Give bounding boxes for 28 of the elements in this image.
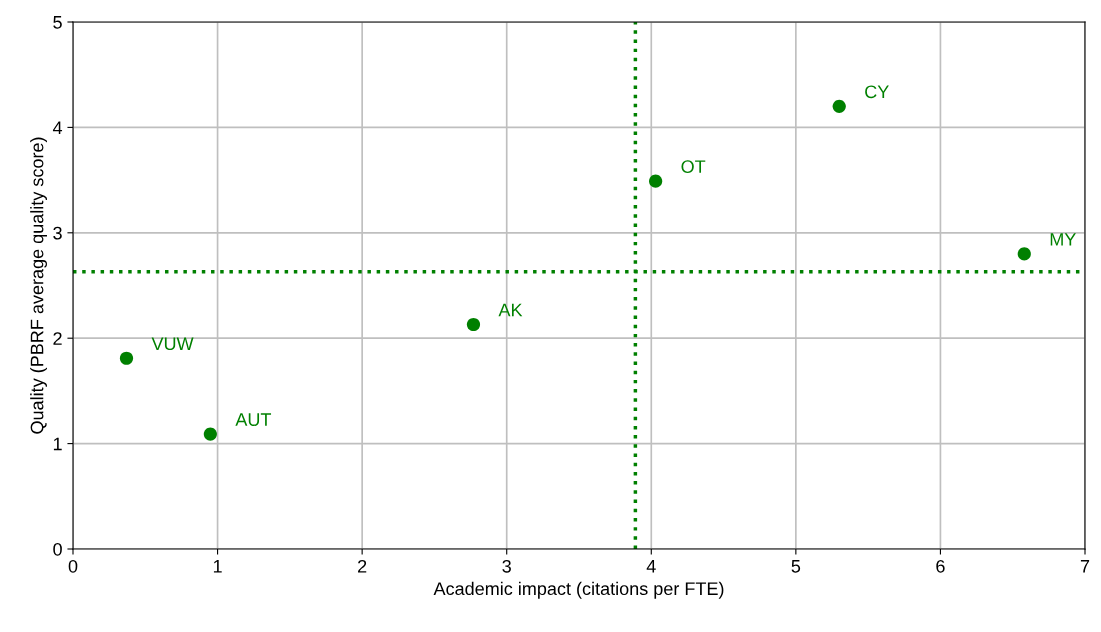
- x-tick-label: 5: [791, 560, 801, 573]
- y-tick-label: 0: [53, 542, 62, 556]
- point: [119, 351, 134, 365]
- x-tick-label: 7: [1080, 560, 1090, 573]
- point: [832, 99, 846, 113]
- x-tick-label: 1: [213, 560, 222, 573]
- x-tick-label: 6: [936, 559, 945, 573]
- point: [466, 317, 481, 332]
- x-tick-label: 4: [646, 560, 656, 573]
- y-tick-label: 4: [52, 121, 63, 134]
- y-tick-label: 2: [53, 332, 62, 345]
- annotation: AUT: [235, 413, 272, 426]
- y-tick-label: 5: [53, 16, 62, 29]
- y-axis-title: Quality (PBRF average quality score): [30, 137, 47, 434]
- annotation: AK: [498, 303, 523, 317]
- x-tick-label: 3: [502, 559, 511, 573]
- y-tick-label: 1: [53, 437, 62, 451]
- y-tick-label: 3: [53, 226, 62, 240]
- annotation: MY: [1050, 233, 1076, 246]
- x-tick-label: 2: [358, 559, 367, 573]
- annotation: OT: [681, 160, 706, 173]
- point: [649, 174, 663, 188]
- annotation: VUW: [151, 337, 194, 351]
- x-axis-title: Academic impact (citations per FTE): [433, 581, 724, 599]
- point: [1017, 247, 1031, 261]
- x-tick-label: 0: [68, 559, 78, 573]
- annotation: CY: [865, 85, 889, 99]
- point: [203, 427, 217, 441]
